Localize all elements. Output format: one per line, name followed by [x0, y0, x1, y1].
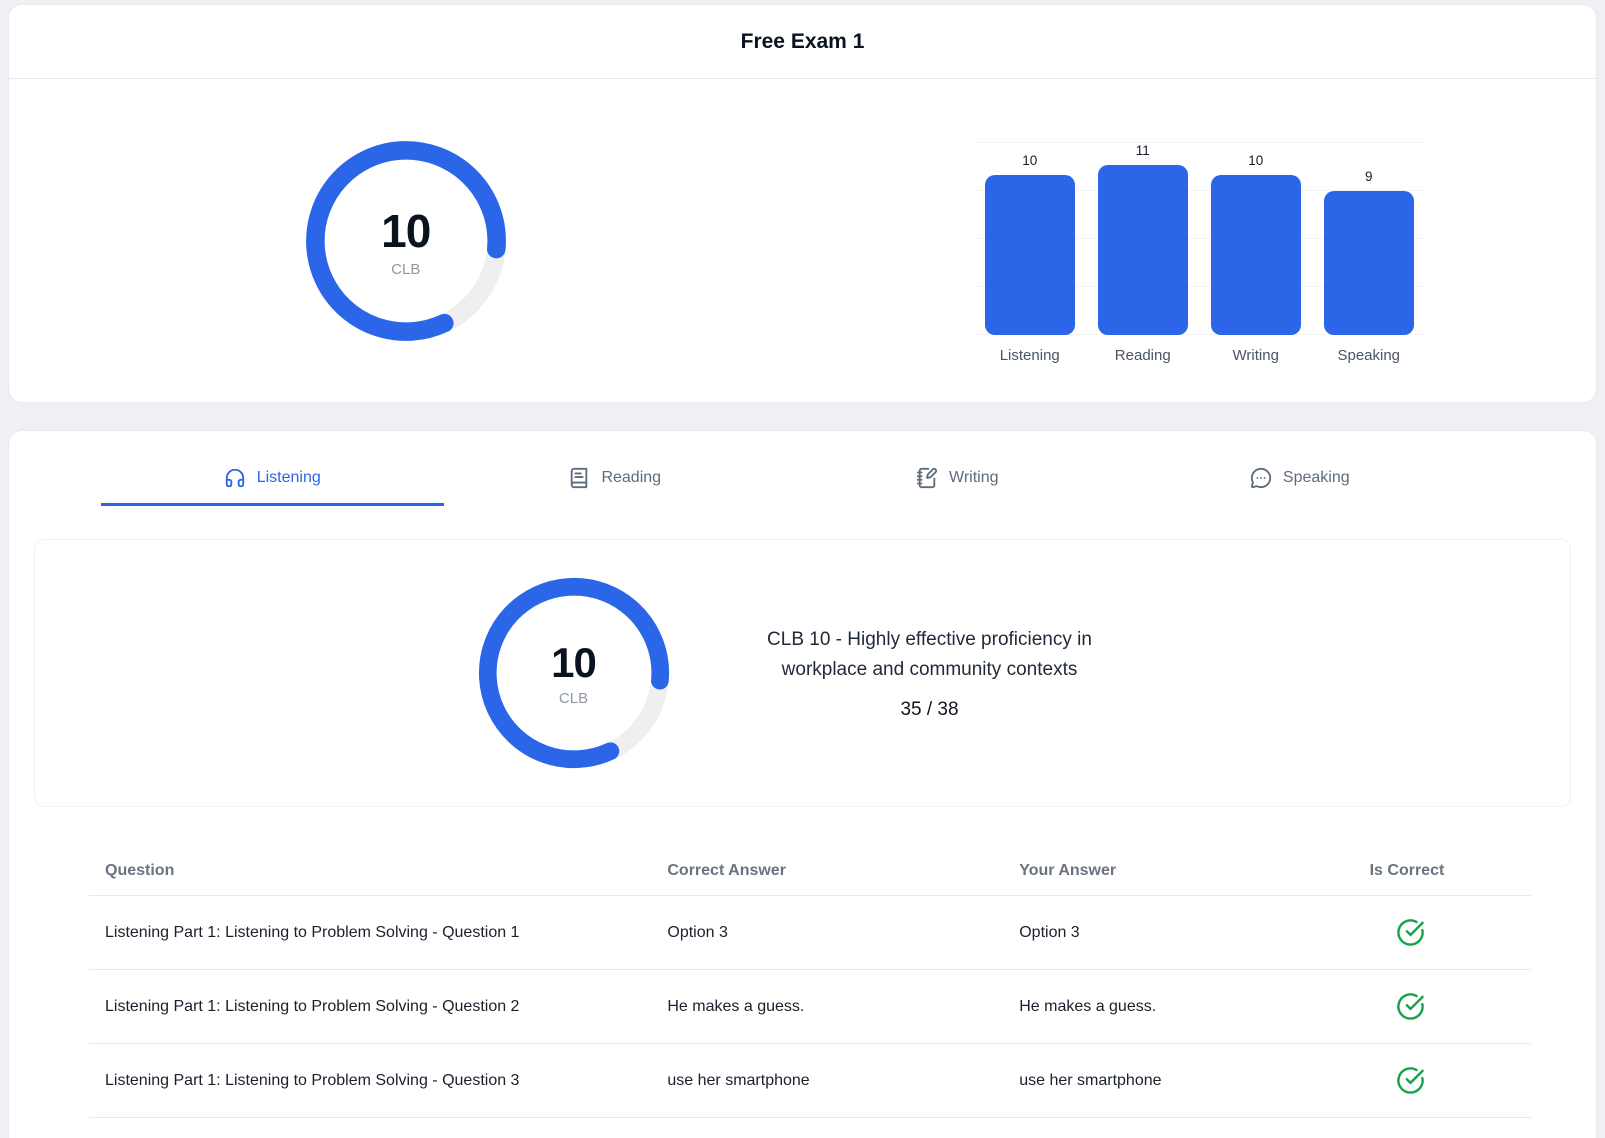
bar — [984, 175, 1075, 335]
score-fraction: 35 / 38 — [900, 699, 959, 720]
your-answer-cell: use her smartphone — [1003, 1043, 1354, 1118]
bar-value-label: 11 — [1135, 143, 1150, 158]
book-icon — [568, 467, 590, 489]
bar-writing: 10 — [1210, 143, 1301, 335]
column-header-is-correct: Is Correct — [1353, 847, 1531, 896]
correct-answer-cell: use her smartphone — [651, 1043, 1004, 1118]
listening-result-panel: 10 CLB CLB 10 - Highly effective profici… — [34, 539, 1571, 807]
gauge-value: 10 — [381, 204, 431, 257]
bar-chart-plot: 10 11 10 9 — [973, 142, 1426, 335]
gridline — [973, 238, 1426, 239]
overall-gauge-panel: 10 CLB — [9, 79, 803, 402]
gauge-ring — [305, 140, 506, 341]
tab-label: Writing — [949, 469, 999, 486]
bar-value-label: 9 — [1364, 169, 1373, 184]
headphones-icon — [224, 467, 246, 489]
column-header-your-answer: Your Answer — [1003, 847, 1354, 896]
gridline — [973, 286, 1426, 287]
clb-bar-chart: 10 11 10 9 — [973, 142, 1426, 364]
table-row: Listening Part 1: Listening to Problem S… — [89, 1043, 1531, 1118]
clb-description: CLB 10 - Highly effective proficiency in… — [767, 629, 1092, 680]
tab-writing[interactable]: Writing — [786, 467, 1129, 506]
correct-check-icon — [1396, 1066, 1425, 1095]
skill-detail-card: Listening Reading Writing — [8, 430, 1597, 1138]
gauge-arc — [305, 140, 506, 341]
table-row: Listening Part 1: Listening to Problem S… — [89, 969, 1531, 1044]
x-axis-label-reading: Reading — [1114, 347, 1171, 364]
gridline — [973, 334, 1426, 335]
overview-body: 10 CLB 10 — [9, 79, 1596, 402]
overall-clb-gauge: 10 CLB — [303, 138, 509, 344]
gridline — [973, 142, 1426, 143]
x-axis-label-writing: Writing — [1232, 347, 1279, 364]
skill-tabs: Listening Reading Writing — [9, 431, 1596, 506]
correct-check-icon — [1396, 992, 1425, 1021]
tab-listening[interactable]: Listening — [101, 467, 444, 506]
correct-answer-cell: Option 3 — [651, 895, 1004, 970]
table-row: Listening Part 1: Listening to Problem S… — [89, 895, 1531, 970]
speech-bubble-icon — [1250, 467, 1272, 489]
gauge-ring — [478, 577, 669, 769]
question-cell: Listening Part 1: Listening to Problem S… — [89, 895, 652, 970]
gauge-label: CLB — [558, 690, 589, 707]
your-answer-cell: He makes a guess. — [1003, 969, 1354, 1044]
bar-listening: 10 — [984, 143, 1075, 335]
tab-label: Reading — [601, 469, 662, 486]
is-correct-cell — [1353, 895, 1531, 970]
bar — [1210, 175, 1301, 335]
is-correct-cell — [1353, 1043, 1531, 1118]
answers-table: Question Correct Answer Your Answer Is C… — [89, 847, 1531, 1118]
tab-label: Listening — [256, 469, 321, 486]
bar-value-label: 10 — [1248, 153, 1264, 168]
correct-check-icon — [1396, 918, 1425, 947]
tab-label: Speaking — [1282, 469, 1350, 486]
listening-clb-gauge: 10 CLB — [476, 575, 672, 771]
bar-value-label: 10 — [1022, 153, 1038, 168]
page-title: Free Exam 1 — [9, 5, 1596, 79]
skills-chart-panel: 10 11 10 9 — [803, 79, 1597, 402]
bar-reading: 11 — [1097, 143, 1188, 335]
correct-answer-cell: He makes a guess. — [651, 969, 1004, 1044]
bar — [1097, 165, 1188, 335]
exam-overview-card: Free Exam 1 10 CLB — [8, 4, 1597, 403]
bar — [1323, 191, 1414, 335]
bar-speaking: 9 — [1323, 143, 1414, 335]
gauge-value: 10 — [551, 639, 597, 686]
notebook-pen-icon — [916, 467, 938, 489]
x-axis-label-speaking: Speaking — [1337, 347, 1401, 364]
tab-speaking[interactable]: Speaking — [1129, 467, 1472, 506]
tab-reading[interactable]: Reading — [444, 467, 787, 506]
your-answer-cell: Option 3 — [1003, 895, 1354, 970]
is-correct-cell — [1353, 969, 1531, 1044]
question-cell: Listening Part 1: Listening to Problem S… — [89, 1043, 652, 1118]
question-cell: Listening Part 1: Listening to Problem S… — [89, 969, 652, 1044]
table-header-row: Question Correct Answer Your Answer Is C… — [89, 847, 1531, 896]
column-header-correct-answer: Correct Answer — [651, 847, 1004, 896]
column-header-question: Question — [89, 847, 652, 896]
x-axis-label-listening: Listening — [999, 347, 1060, 364]
gridline — [973, 190, 1426, 191]
gauge-arc — [478, 577, 669, 769]
gauge-label: CLB — [391, 260, 421, 278]
